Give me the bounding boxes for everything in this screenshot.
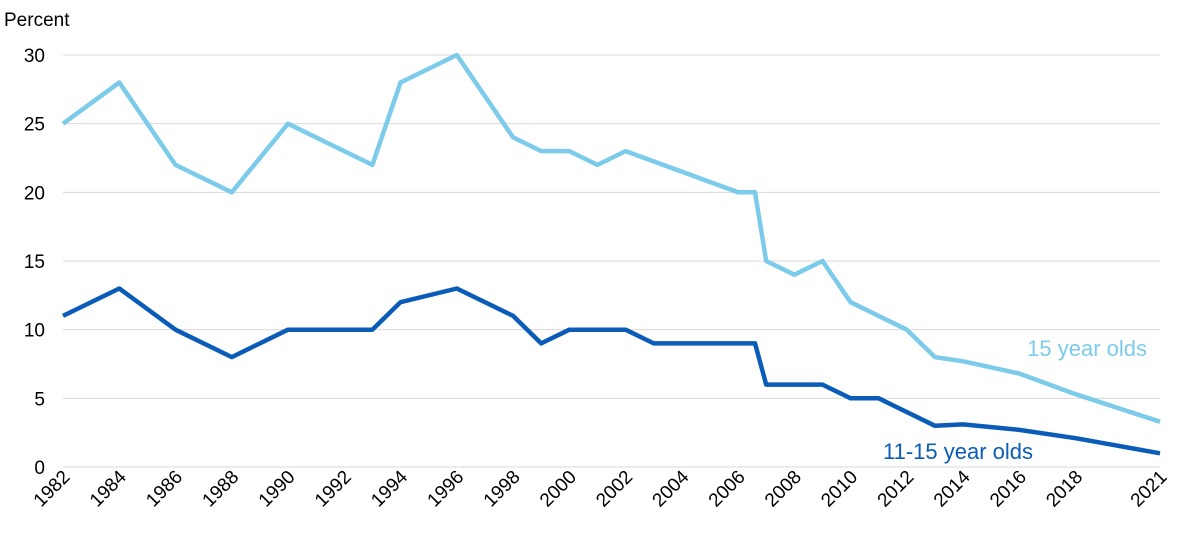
- y-tick-label: 10: [24, 321, 45, 342]
- x-tick-label: 1992: [311, 467, 356, 512]
- x-tick-label: 2012: [874, 467, 919, 512]
- y-axis-title: Percent: [4, 10, 70, 31]
- y-axis-ticks: 0 5 10 15 20 25 30: [24, 46, 45, 479]
- x-tick-label: 2008: [761, 467, 806, 512]
- x-tick-label: 2016: [986, 467, 1031, 512]
- x-tick-label: 2002: [592, 467, 637, 512]
- gridlines: [63, 54, 1160, 468]
- x-tick-label: 2021: [1127, 467, 1172, 512]
- x-tick-label: 2000: [536, 467, 581, 512]
- x-tick-label: 1996: [424, 467, 469, 512]
- y-tick-label: 20: [24, 183, 45, 204]
- x-tick-label: 1988: [199, 467, 244, 512]
- y-tick-label: 15: [24, 252, 45, 273]
- x-tick-label: 2014: [930, 466, 975, 511]
- series-lines: [61, 52, 1161, 456]
- x-tick-label: 2006: [705, 467, 750, 512]
- y-tick-label: 30: [24, 46, 45, 67]
- series-label-11-15-year-olds: 11-15 year olds: [883, 439, 1033, 464]
- x-axis-ticks: 1982 1984 1986 1988 1990 1992 1994 1996 1998 2000…: [30, 466, 1172, 511]
- x-tick-label: 1994: [367, 466, 412, 511]
- series-line-1: [62, 286, 1161, 456]
- x-tick-label: 2018: [1042, 467, 1087, 512]
- x-tick-label: 1986: [142, 467, 187, 512]
- x-tick-label: 1984: [86, 466, 131, 511]
- y-tick-label: 0: [34, 458, 45, 479]
- x-tick-label: 2010: [817, 467, 862, 512]
- series-label-15-year-olds: 15 year olds: [1027, 336, 1147, 361]
- y-tick-label: 5: [34, 389, 45, 410]
- y-tick-label: 25: [24, 115, 45, 136]
- x-tick-label: 2004: [649, 466, 694, 511]
- x-tick-label: 1998: [480, 467, 525, 512]
- x-tick-label: 1990: [255, 467, 300, 512]
- series-line-0: [61, 52, 1161, 424]
